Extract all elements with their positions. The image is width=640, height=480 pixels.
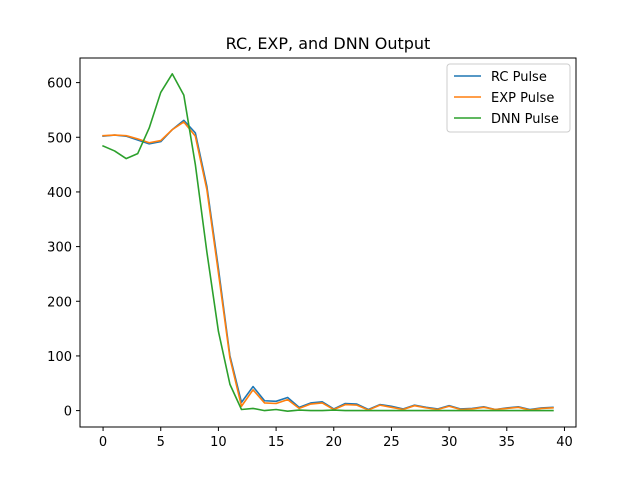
y-tick-label: 200 [47,295,72,310]
series-line-exp-pulse [102,121,554,411]
y-tick-label: 400 [47,186,72,201]
y-tick-label: 100 [47,350,72,365]
x-tick-label: 10 [210,435,227,450]
legend-label: EXP Pulse [491,91,554,106]
series-line-dnn-pulse [102,73,554,412]
y-tick-label: 300 [47,241,72,256]
legend: RC Pulse EXP Pulse DNN Pulse [446,63,571,133]
legend-label: DNN Pulse [491,112,559,127]
x-tick-label: 35 [499,435,516,450]
x-tick-label: 30 [441,435,458,450]
plot-frame [79,57,577,428]
y-tick-label: 500 [47,131,72,146]
x-axis: 0 5 10 15 20 25 30 35 40 [99,427,573,450]
x-tick-label: 20 [325,435,342,450]
y-tick-label: 0 [64,405,72,420]
y-axis: 0 100 200 300 400 500 600 [47,77,80,420]
x-tick-label: 25 [383,435,400,450]
x-tick-label: 0 [99,435,107,450]
x-tick-label: 15 [268,435,285,450]
legend-box [446,63,571,133]
legend-label: RC Pulse [491,70,547,85]
x-tick-label: 40 [556,435,573,450]
series-lines [102,73,554,412]
chart-title: RC, EXP, and DNN Output [226,34,431,53]
x-tick-label: 5 [157,435,165,450]
y-tick-label: 600 [47,77,72,92]
